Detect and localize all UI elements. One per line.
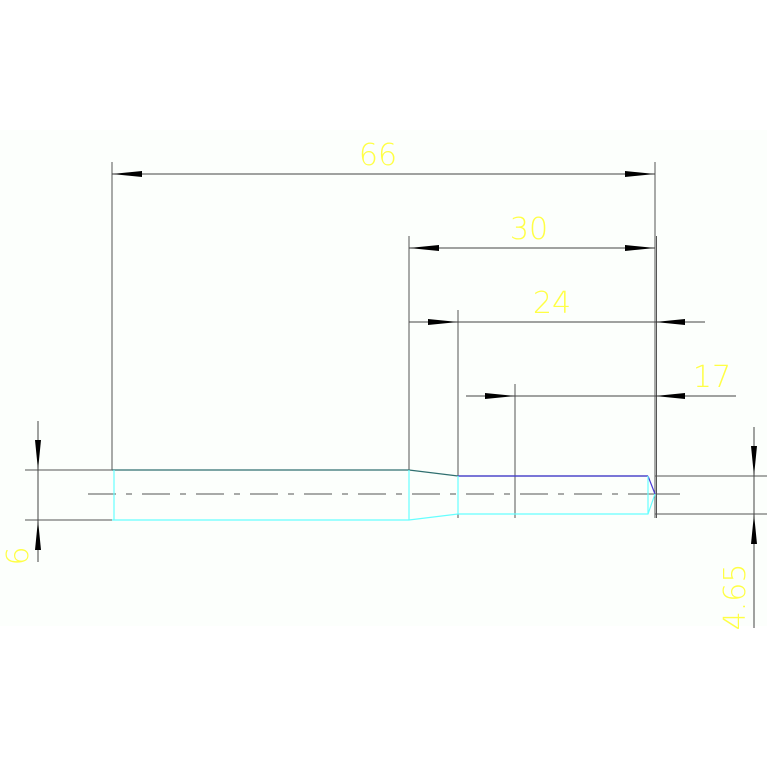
extension-lines [25, 162, 767, 521]
dim-label-30: 30 [510, 212, 548, 247]
shaft-outline [112, 469, 656, 521]
dim-label-6: 6 [1, 546, 36, 565]
dim-label-24: 24 [533, 286, 571, 321]
dim-label-66: 66 [359, 138, 397, 173]
dimension-lines [35, 171, 757, 628]
dim-label-4-65: 4.65 [718, 564, 753, 631]
background-panel [0, 130, 767, 626]
dim-label-17: 17 [693, 360, 731, 395]
